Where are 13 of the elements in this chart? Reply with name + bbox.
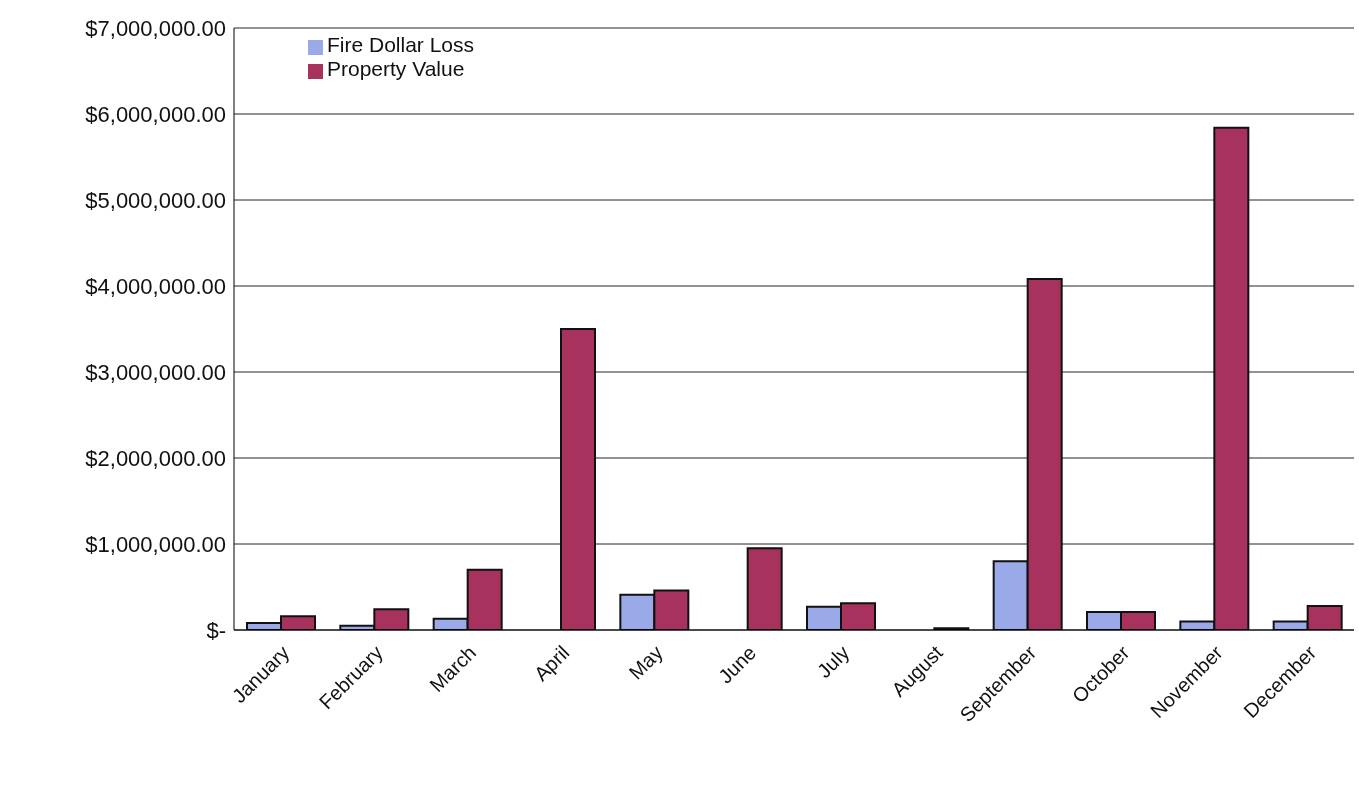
y-tick-label: $5,000,000.00 [85, 187, 226, 213]
y-tick-label: $7,000,000.00 [85, 15, 226, 41]
legend-label: Property Value [327, 57, 465, 80]
y-tick-label: $4,000,000.00 [85, 273, 226, 299]
y-tick-label: $- [206, 617, 226, 643]
x-tick-label: June [713, 641, 761, 688]
y-tick-label: $3,000,000.00 [85, 359, 226, 385]
x-tick-label: May [624, 641, 667, 684]
y-tick-label: $6,000,000.00 [85, 101, 226, 127]
x-tick-label: July [812, 641, 854, 683]
legend-label: Fire Dollar Loss [327, 33, 475, 56]
y-tick-label: $2,000,000.00 [85, 445, 226, 471]
y-tick-label: $1,000,000.00 [85, 531, 226, 557]
